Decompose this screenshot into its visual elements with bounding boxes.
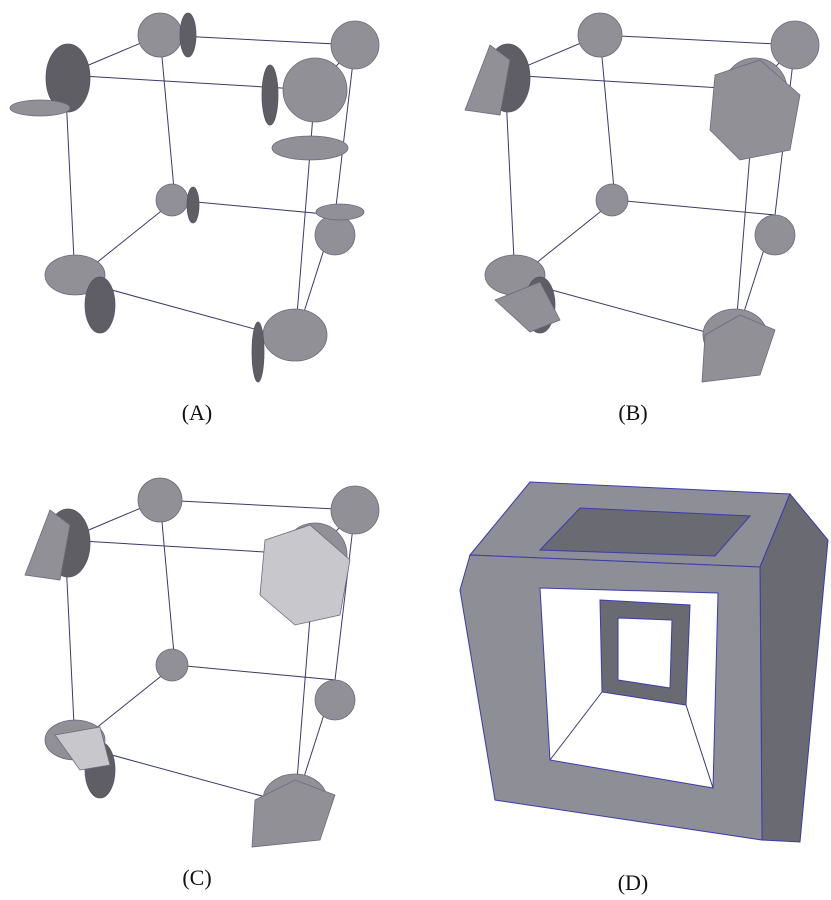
disc: [316, 204, 364, 220]
disc: [272, 136, 348, 160]
panel-a: (A): [10, 13, 379, 425]
vertex-shapes: [45, 478, 379, 826]
panel-label: (D): [618, 870, 649, 895]
vertex-shapes: [45, 13, 379, 361]
panel-b: (B): [465, 13, 819, 425]
panel-d: (D): [460, 482, 828, 895]
cone: [252, 780, 335, 847]
back-hole: [618, 618, 672, 688]
disc: [180, 13, 196, 57]
panel-label: (B): [618, 400, 647, 425]
disc: [262, 65, 278, 125]
panel-label: (C): [182, 865, 211, 890]
panel-label: (A): [182, 400, 213, 425]
disc: [187, 187, 199, 223]
right-face: [760, 494, 828, 842]
polyhedron: [710, 60, 800, 160]
figure: (A) (B) (C) (D): [0, 0, 831, 900]
panel-c: (C): [25, 478, 379, 890]
disc: [252, 322, 264, 382]
disc: [10, 100, 70, 116]
